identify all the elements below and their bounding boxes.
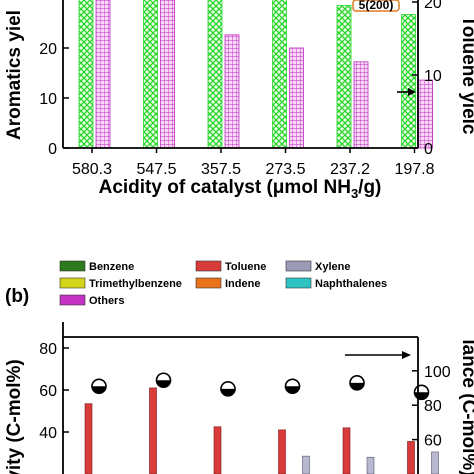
balance-point-fill <box>221 388 235 396</box>
balance-point-fill <box>350 382 364 390</box>
xylene-bar <box>431 451 439 474</box>
balance-point-fill <box>156 380 171 388</box>
legend: Benzene Toluene Xylene Trimethylbenzene Inde… <box>59 260 387 307</box>
legend-swatch <box>59 294 86 306</box>
left-y-tick-label: 0 <box>48 141 57 158</box>
left-y-tick-label: 80 <box>39 341 57 358</box>
legend-swatch <box>195 277 222 289</box>
toluene-bar <box>407 441 415 474</box>
toluene-bar <box>278 429 286 474</box>
x-axis-title-sub: 3 <box>351 186 358 201</box>
right-y-tick-label: 10 <box>424 68 442 85</box>
panel-a: 580.3 547.5 357.5 273.5 237.2 197.8 0 10 20 0 10 2… <box>4 0 474 201</box>
x-axis-title-tail: /g) <box>358 177 381 198</box>
legend-swatch <box>285 277 312 289</box>
annotation-label: 5(200) <box>359 0 394 12</box>
aromatics-bar <box>272 0 287 149</box>
toluene-yield-bar <box>289 47 304 149</box>
x-axis-title-main: Acidity of catalyst (μmol NH <box>99 177 351 198</box>
panel-b-arrow-icon <box>345 351 411 359</box>
toluene-bar <box>213 426 222 474</box>
legend-swatch <box>285 260 312 272</box>
toluene-bar <box>342 427 351 474</box>
aromatics-bar <box>207 0 223 149</box>
toluene-yield-bar <box>224 34 240 149</box>
aromatics-bar <box>336 5 352 149</box>
legend-label: Xylene <box>315 261 350 273</box>
toluene-yield-bar <box>418 79 433 149</box>
panel-b-left-axis-title: vity (C-mol%) <box>4 359 25 474</box>
xylene-bar <box>302 455 310 474</box>
x-tick-label: 197.8 <box>394 161 434 178</box>
x-tick-label: 357.5 <box>201 161 241 178</box>
x-tick-label: 580.3 <box>72 161 112 178</box>
toluene-bar <box>84 403 93 474</box>
left-y-tick-label: 40 <box>39 425 57 442</box>
panel-b-ticks: 40 60 80 60 80 100 <box>39 341 451 450</box>
panel-a-left-axis-title: Aromatics yiel <box>4 10 25 140</box>
aromatics-bar <box>401 14 416 149</box>
panel-b-label: (b) <box>5 286 29 307</box>
legend-swatch <box>59 260 86 272</box>
panel-b-bars <box>84 387 439 474</box>
right-y-tick-label: 80 <box>424 398 442 415</box>
right-y-tick-label: 0 <box>424 141 433 158</box>
aromatics-bar <box>78 0 94 149</box>
legend-label: Indene <box>225 278 260 290</box>
toluene-yield-bar <box>160 0 175 149</box>
right-y-tick-label: 60 <box>424 433 442 450</box>
left-y-tick-label: 10 <box>39 91 57 108</box>
panel-a-bars: 580.3 547.5 357.5 273.5 237.2 197.8 <box>72 0 435 178</box>
left-y-tick-label: 60 <box>39 383 57 400</box>
panel-a-ticks: 0 10 20 0 10 20 <box>39 0 442 158</box>
xylene-bar <box>366 456 375 474</box>
panel-a-x-axis-title: Acidity of catalyst (μmol NH3/g) <box>99 177 382 201</box>
balance-point-fill <box>92 386 106 394</box>
panel-b-points <box>91 372 430 401</box>
aromatics-bar <box>143 0 158 149</box>
x-tick-label: 237.2 <box>330 161 370 178</box>
annotation-box <box>352 0 400 12</box>
right-y-tick-label: 20 <box>424 0 442 12</box>
toluene-yield-bar <box>353 61 369 149</box>
x-tick-label: 547.5 <box>136 161 176 178</box>
panel-b: (b) Benzene Toluene Xylene Trimethylbenzene… <box>4 260 474 474</box>
legend-swatch <box>195 260 222 272</box>
right-y-tick-label: 100 <box>424 364 451 381</box>
panel-a-arrow-icon <box>397 88 416 96</box>
left-y-tick-label: 20 <box>39 41 57 58</box>
panel-a-right-axis-title: Toluene yielc <box>458 16 474 135</box>
toluene-bar <box>149 387 157 474</box>
x-tick-label: 273.5 <box>265 161 305 178</box>
legend-label: Toluene <box>225 261 266 273</box>
legend-label: Benzene <box>89 261 134 273</box>
balance-point-fill <box>285 386 300 394</box>
legend-swatch <box>59 277 86 289</box>
panel-b-right-axis-title: lance (C-mol%) <box>458 339 474 474</box>
legend-label: Naphthalenes <box>315 278 387 290</box>
legend-label: Others <box>89 295 124 307</box>
toluene-yield-bar <box>95 0 111 149</box>
legend-label: Trimethylbenzene <box>89 278 182 290</box>
